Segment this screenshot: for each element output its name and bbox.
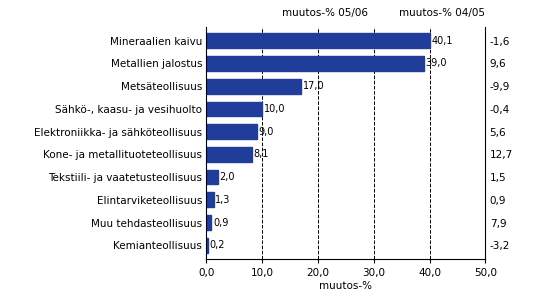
Bar bbox=[206, 170, 218, 185]
Bar bbox=[206, 238, 208, 253]
Text: 10,0: 10,0 bbox=[264, 104, 286, 114]
Text: 2,0: 2,0 bbox=[219, 172, 235, 182]
Bar bbox=[206, 147, 252, 162]
Text: 17,0: 17,0 bbox=[303, 81, 325, 91]
Bar bbox=[206, 56, 424, 71]
Text: 8,1: 8,1 bbox=[253, 149, 269, 159]
Text: 40,1: 40,1 bbox=[432, 36, 454, 46]
Text: 39,0: 39,0 bbox=[426, 58, 448, 68]
Text: 1,3: 1,3 bbox=[215, 195, 231, 205]
Bar bbox=[206, 124, 257, 139]
Text: 0,9: 0,9 bbox=[213, 218, 229, 228]
Bar bbox=[206, 33, 430, 48]
Bar bbox=[206, 79, 301, 94]
Bar bbox=[206, 101, 262, 116]
Text: muutos-% 05/06: muutos-% 05/06 bbox=[282, 8, 368, 18]
Bar bbox=[206, 215, 211, 230]
X-axis label: muutos-%: muutos-% bbox=[320, 281, 372, 291]
Bar bbox=[206, 192, 214, 207]
Text: muutos-% 04/05: muutos-% 04/05 bbox=[400, 8, 485, 18]
Text: 0,2: 0,2 bbox=[209, 240, 225, 250]
Text: 9,0: 9,0 bbox=[258, 127, 274, 137]
